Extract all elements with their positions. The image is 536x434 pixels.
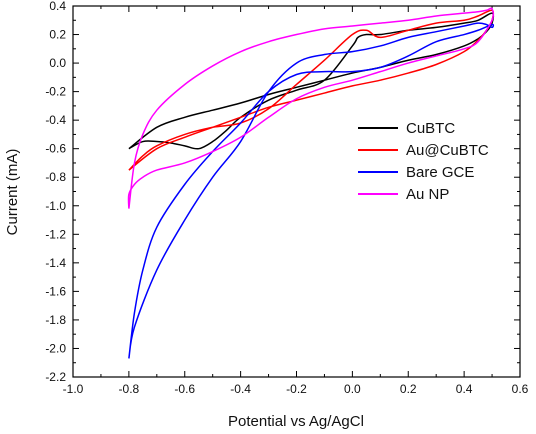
legend-label-bare-gce: Bare GCE: [406, 164, 474, 181]
x-tick-label: 0.4: [456, 382, 473, 396]
x-tick-label: 0.2: [400, 382, 417, 396]
x-tick-label: 0.6: [512, 382, 529, 396]
y-tick-label: -0.8: [45, 170, 66, 184]
legend-label-au-cubtc: Au@CuBTC: [406, 142, 489, 159]
series-line-cubtc: [128, 12, 495, 150]
y-tick-label: -2.2: [45, 370, 66, 384]
plot-frame: [72, 5, 521, 378]
y-tick-label: -1.8: [45, 313, 66, 327]
legend: CuBTC Au@CuBTC Bare GCE Au NP: [358, 120, 489, 203]
legend-label-au-np: Au NP: [406, 186, 449, 203]
axis-ticks: [72, 5, 521, 378]
series-line-au-np: [127, 7, 495, 209]
x-tick-label: -0.2: [286, 382, 307, 396]
x-tick-label: -1.0: [63, 382, 84, 396]
y-tick-label: -0.2: [45, 85, 66, 99]
y-tick-label: -1.6: [45, 284, 66, 298]
y-tick-label: -1.0: [45, 199, 66, 213]
x-tick-label: -0.4: [230, 382, 251, 396]
series-lines: [127, 7, 495, 359]
y-tick-label: -0.6: [45, 142, 66, 156]
y-axis-title: Current (mA): [4, 149, 21, 236]
y-tick-label: 0.2: [49, 28, 66, 42]
series-line-bare-gce: [128, 22, 495, 359]
x-tick-label: 0.0: [344, 382, 361, 396]
x-tick-label: -0.8: [119, 382, 140, 396]
x-tick-label: -0.6: [174, 382, 195, 396]
x-axis-title: Potential vs Ag/AgCl: [228, 413, 364, 430]
y-tick-label: -2.0: [45, 341, 66, 355]
y-tick-label: 0.4: [49, 0, 66, 13]
y-tick-label: -1.2: [45, 227, 66, 241]
y-tick-label: -0.4: [45, 113, 66, 127]
y-tick-label: 0.0: [49, 56, 66, 70]
axis-tick-labels: -1.0 -0.8 -0.6 -0.4 -0.2 0.0 0.2 0.4 0.6 0.4 0.2 0.…: [45, 0, 528, 396]
y-tick-label: -1.4: [45, 256, 66, 270]
legend-label-cubtc: CuBTC: [406, 120, 455, 137]
